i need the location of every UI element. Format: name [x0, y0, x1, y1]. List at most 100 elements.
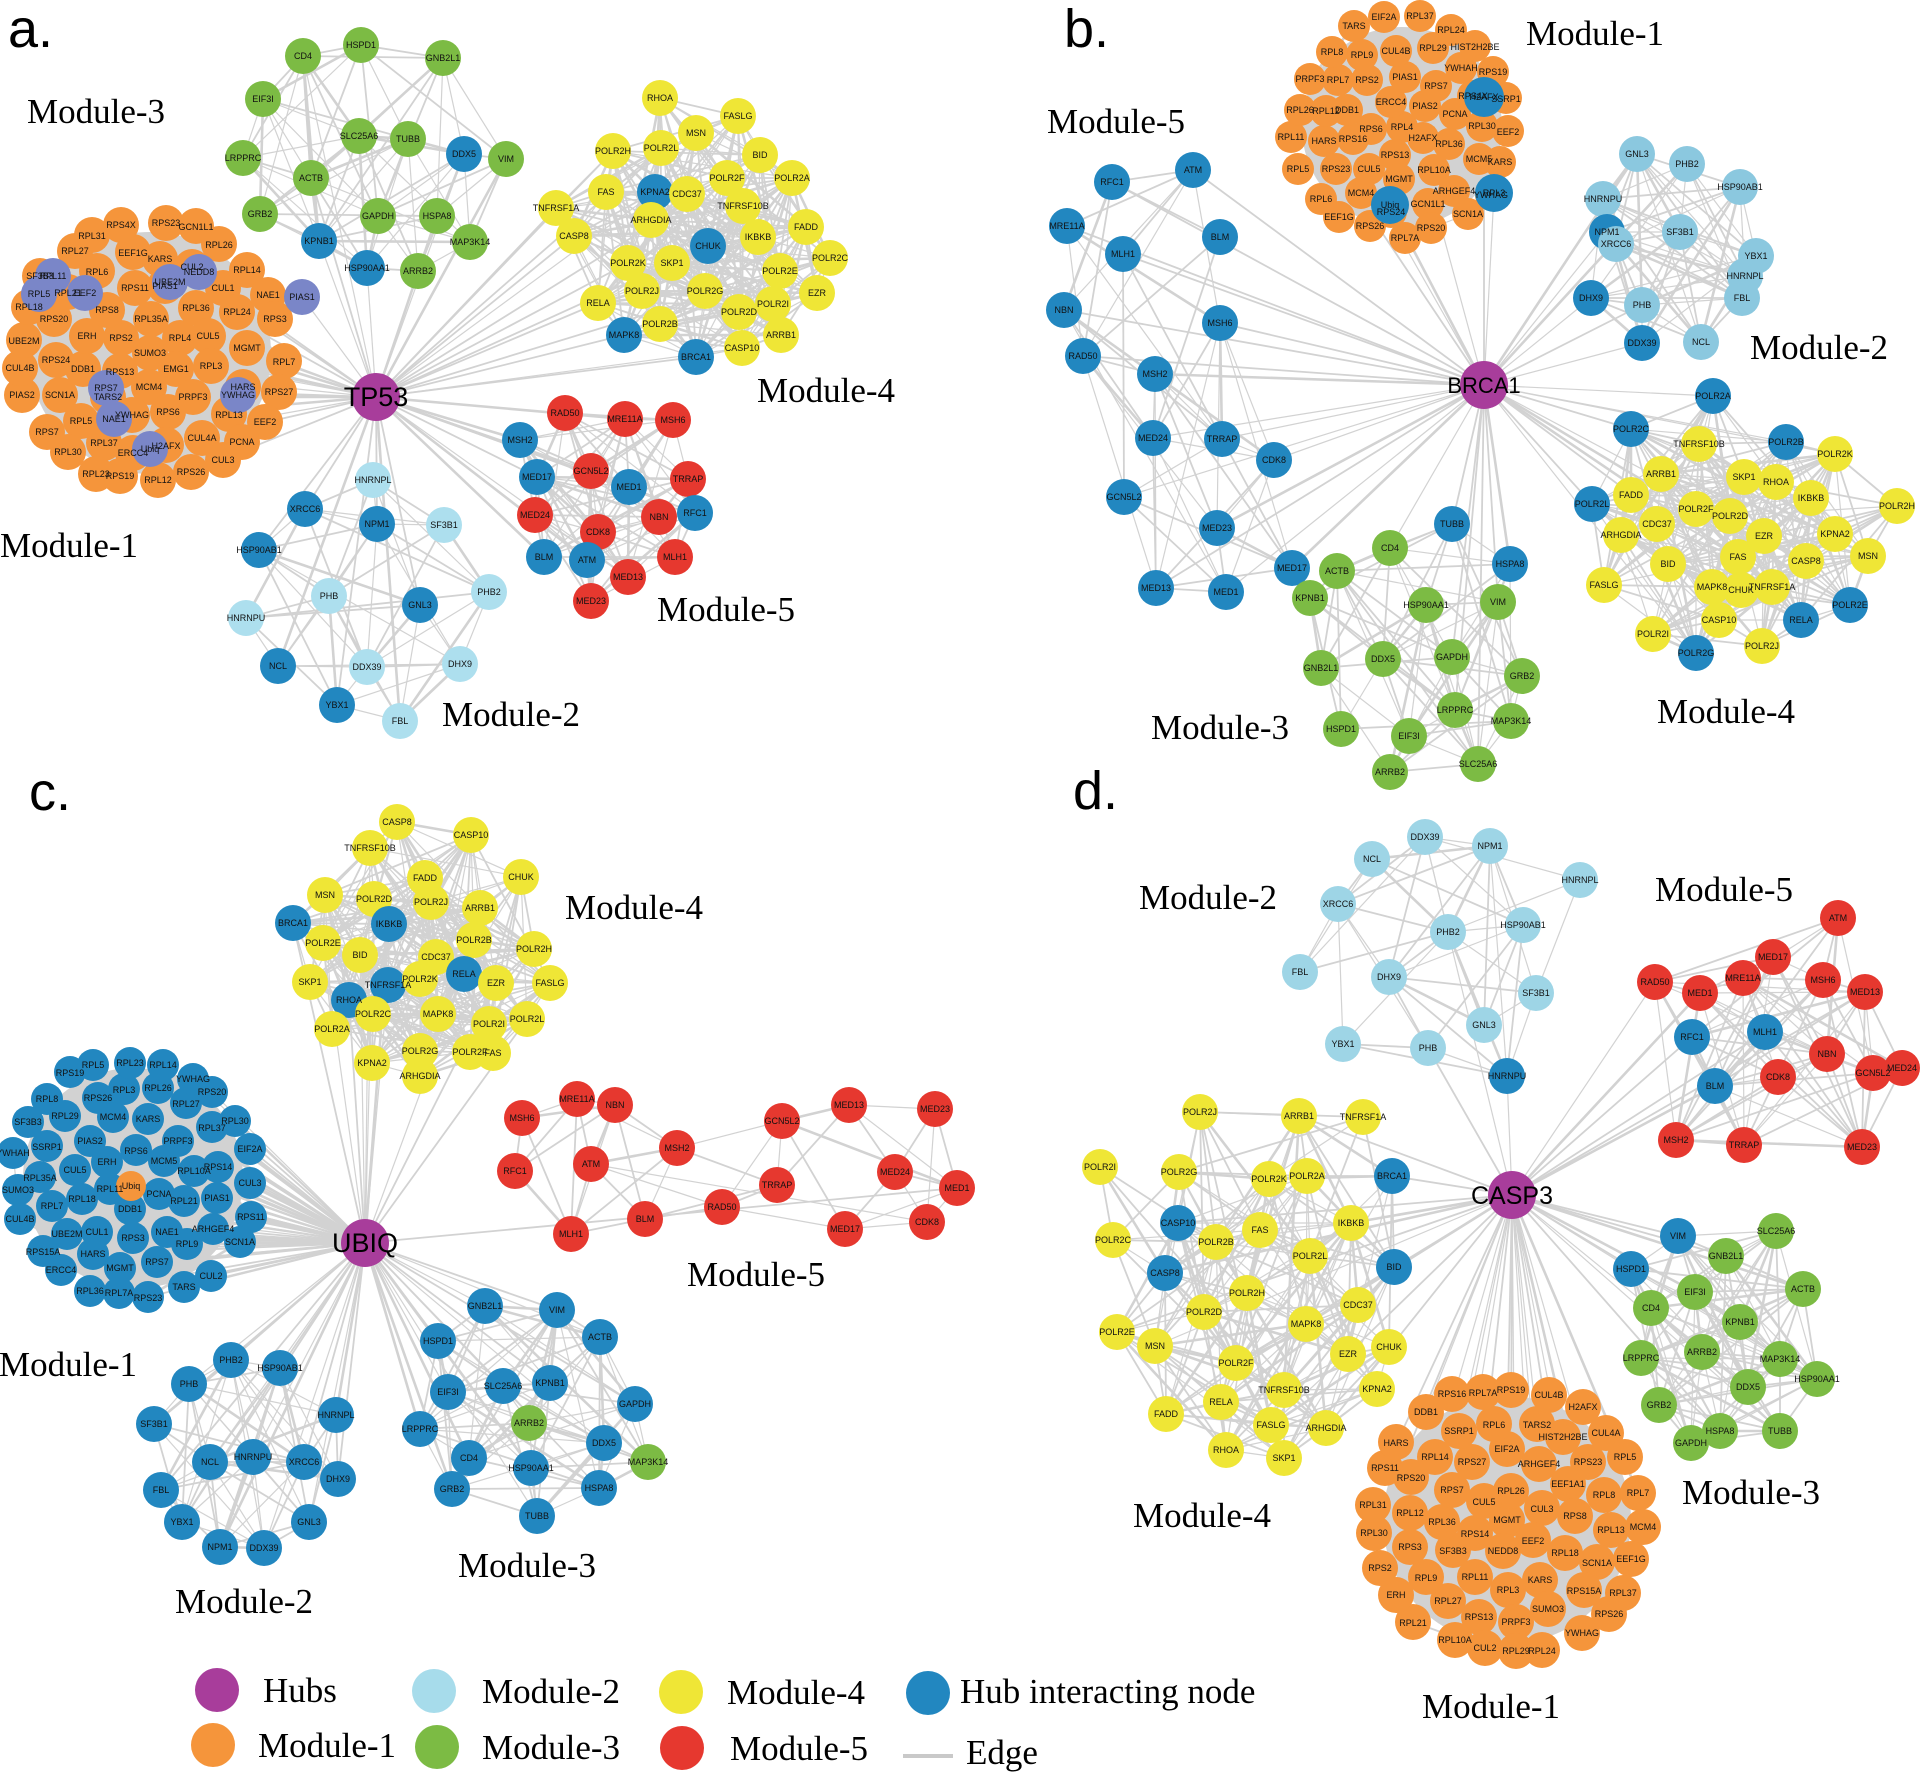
svg-text:SCN1A: SCN1A	[45, 390, 75, 400]
svg-text:Module-3: Module-3	[1151, 708, 1289, 747]
svg-text:TUBB: TUBB	[1440, 519, 1464, 529]
svg-text:GAPDH: GAPDH	[1675, 1438, 1707, 1448]
svg-text:MSN: MSN	[315, 890, 335, 900]
svg-text:RPS6: RPS6	[1359, 124, 1383, 134]
svg-text:SF3B3: SF3B3	[1439, 1546, 1467, 1556]
svg-text:UBE2M: UBE2M	[51, 1229, 82, 1239]
svg-text:RPL5: RPL5	[70, 416, 93, 426]
svg-text:POLR2F: POLR2F	[1678, 504, 1714, 514]
svg-text:RPS4X: RPS4X	[1458, 91, 1488, 101]
svg-text:NEDD8: NEDD8	[1488, 1546, 1519, 1556]
svg-text:SUMO3: SUMO3	[134, 348, 166, 358]
svg-text:c.: c.	[29, 762, 71, 822]
svg-text:ERCC4: ERCC4	[46, 1265, 77, 1275]
svg-text:Module-3: Module-3	[458, 1546, 596, 1585]
svg-text:KPNB1: KPNB1	[304, 236, 334, 246]
svg-text:KPNA2: KPNA2	[357, 1058, 387, 1068]
svg-text:KPNB1: KPNB1	[1295, 593, 1325, 603]
svg-text:RPS20: RPS20	[40, 314, 69, 324]
svg-text:MGMT: MGMT	[1493, 1515, 1521, 1525]
svg-text:PIAS2: PIAS2	[1412, 101, 1438, 111]
svg-text:RPS26: RPS26	[1356, 221, 1385, 231]
svg-text:TARS: TARS	[1342, 21, 1365, 31]
svg-text:SLC25A6: SLC25A6	[1459, 759, 1498, 769]
svg-text:PIAS2: PIAS2	[9, 390, 35, 400]
svg-text:RPS3: RPS3	[1398, 1542, 1422, 1552]
svg-text:POLR2K: POLR2K	[402, 974, 438, 984]
svg-text:CD4: CD4	[1381, 543, 1399, 553]
svg-text:PHB2: PHB2	[477, 587, 501, 597]
svg-text:HSPD1: HSPD1	[1616, 1264, 1646, 1274]
svg-text:PHB2: PHB2	[1675, 159, 1699, 169]
svg-text:RAD50: RAD50	[1640, 977, 1669, 987]
svg-text:RPL24: RPL24	[223, 307, 251, 317]
svg-text:GAPDH: GAPDH	[362, 211, 394, 221]
svg-text:MSN: MSN	[686, 128, 706, 138]
svg-text:POLR2K: POLR2K	[610, 258, 646, 268]
svg-text:RPL35A: RPL35A	[23, 1173, 57, 1183]
svg-text:ATM: ATM	[1184, 165, 1202, 175]
svg-text:DDB1: DDB1	[118, 1204, 142, 1214]
svg-text:Module-5: Module-5	[687, 1255, 825, 1294]
svg-text:RPL14: RPL14	[149, 1060, 177, 1070]
svg-text:RELA: RELA	[452, 969, 476, 979]
svg-text:KPNA2: KPNA2	[1362, 1384, 1392, 1394]
svg-text:ARRB1: ARRB1	[465, 903, 495, 913]
svg-text:CUL4A: CUL4A	[187, 433, 216, 443]
svg-text:CHUK: CHUK	[695, 241, 721, 251]
svg-text:RPL14: RPL14	[233, 265, 261, 275]
svg-text:TNFRSF1A: TNFRSF1A	[1340, 1112, 1387, 1122]
svg-text:ARRB1: ARRB1	[1284, 1111, 1314, 1121]
svg-text:POLR2E: POLR2E	[762, 266, 798, 276]
svg-text:EEF2: EEF2	[1497, 127, 1520, 137]
svg-text:MED1: MED1	[944, 1183, 969, 1193]
svg-text:SLC25A6: SLC25A6	[1757, 1226, 1796, 1236]
svg-text:CUL2: CUL2	[199, 1271, 222, 1281]
svg-text:GRB2: GRB2	[440, 1484, 465, 1494]
svg-text:GAPDH: GAPDH	[1436, 652, 1468, 662]
svg-text:EIF3I: EIF3I	[252, 94, 274, 104]
svg-text:UBE2M: UBE2M	[154, 277, 185, 287]
svg-text:RPL36: RPL36	[76, 1286, 104, 1296]
svg-text:RPL14: RPL14	[1421, 1452, 1449, 1462]
svg-text:POLR2J: POLR2J	[625, 286, 659, 296]
svg-text:GCN5L2: GCN5L2	[764, 1116, 799, 1126]
svg-text:CHUK: CHUK	[1728, 585, 1754, 595]
svg-text:TRRAP: TRRAP	[762, 1180, 793, 1190]
svg-text:UBE2M: UBE2M	[8, 336, 39, 346]
svg-text:BRCA1: BRCA1	[1377, 1171, 1407, 1181]
svg-text:CUL1: CUL1	[85, 1227, 108, 1237]
svg-text:RFC1: RFC1	[1100, 177, 1124, 187]
svg-text:CD4: CD4	[460, 1453, 478, 1463]
svg-text:RPS19: RPS19	[1497, 1385, 1526, 1395]
svg-text:RPS13: RPS13	[1465, 1612, 1494, 1622]
svg-text:RHOA: RHOA	[1213, 1445, 1239, 1455]
svg-text:CUL4B: CUL4B	[5, 1214, 34, 1224]
svg-text:VIM: VIM	[549, 1305, 565, 1315]
svg-text:EEF2: EEF2	[74, 288, 97, 298]
svg-text:TRRAP: TRRAP	[673, 474, 704, 484]
svg-text:NPM1: NPM1	[207, 1542, 232, 1552]
svg-text:DDX39: DDX39	[352, 662, 381, 672]
svg-text:POLR2H: POLR2H	[1879, 501, 1915, 511]
svg-text:Module-2: Module-2	[442, 695, 580, 734]
svg-text:RPL37: RPL37	[1609, 1588, 1637, 1598]
svg-text:RPL11: RPL11	[97, 1184, 124, 1194]
svg-text:SSRP1: SSRP1	[32, 1142, 62, 1152]
svg-text:PIAS1: PIAS1	[289, 292, 315, 302]
svg-text:SKP1: SKP1	[1272, 1453, 1295, 1463]
svg-text:FASLG: FASLG	[535, 978, 564, 988]
svg-text:MRE11A: MRE11A	[559, 1094, 594, 1104]
svg-text:RPL24: RPL24	[1437, 25, 1465, 35]
svg-text:RPL8: RPL8	[36, 1094, 59, 1104]
svg-text:MED24: MED24	[520, 510, 550, 520]
svg-text:HSP90AA1: HSP90AA1	[1794, 1374, 1840, 1384]
svg-text:CASP10: CASP10	[725, 343, 760, 353]
svg-text:HSPA8: HSPA8	[1706, 1426, 1735, 1436]
svg-text:ERCC4: ERCC4	[118, 448, 149, 458]
svg-text:YWHAH: YWHAH	[0, 1148, 30, 1158]
svg-text:SUMO3: SUMO3	[2, 1185, 34, 1195]
svg-text:RFC1: RFC1	[683, 508, 707, 518]
svg-text:YWHAG: YWHAG	[176, 1074, 210, 1084]
svg-text:XRCC6: XRCC6	[289, 1457, 320, 1467]
